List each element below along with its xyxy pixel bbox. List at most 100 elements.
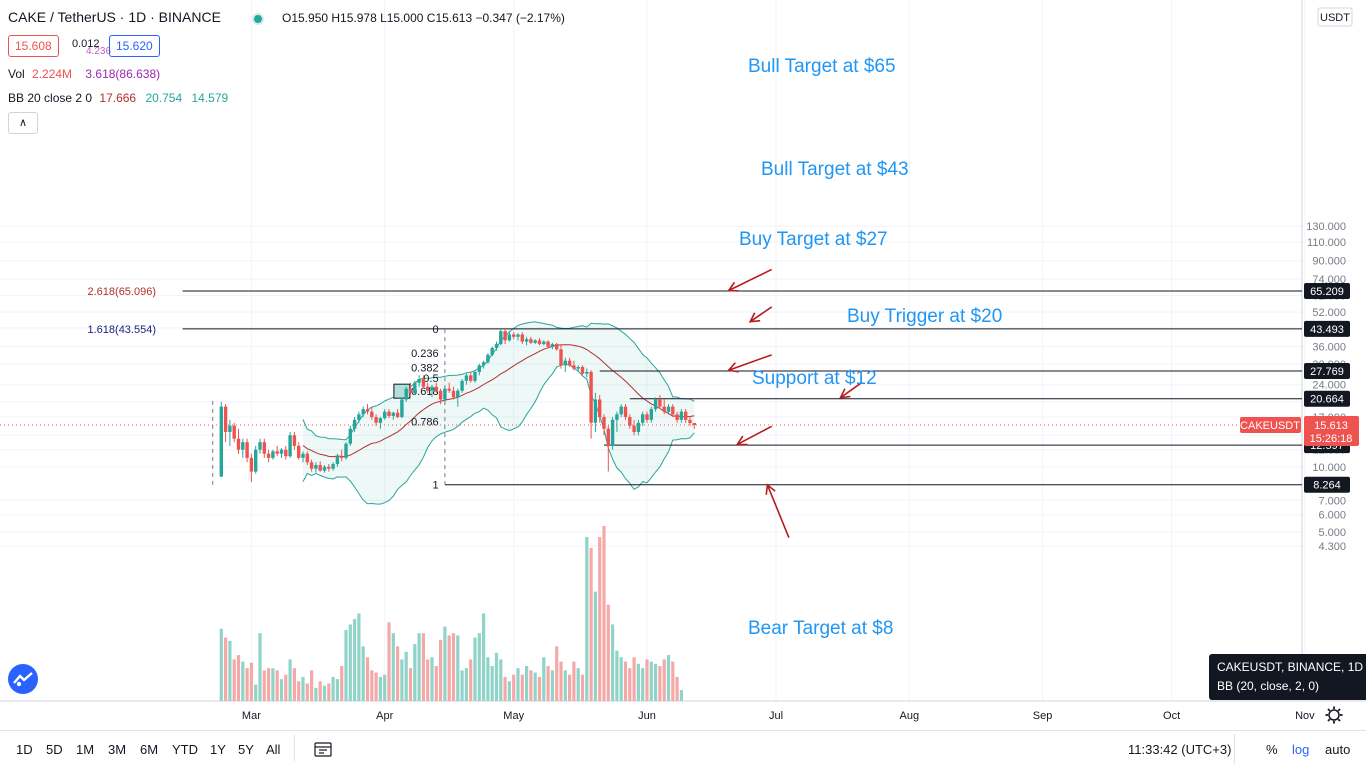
candle-body [598, 399, 602, 418]
level-price-text: 27.769 [1310, 366, 1344, 378]
volume-bar [331, 676, 335, 701]
volume-bar [490, 666, 494, 701]
calendar-range-icon[interactable] [314, 741, 332, 760]
percent-scale-toggle[interactable]: % [1266, 742, 1278, 757]
buy-price-button[interactable]: 15.620 [109, 35, 160, 57]
candle-body [542, 341, 546, 345]
timeframe-5d[interactable]: 5D [46, 742, 63, 757]
sell-price-button[interactable]: 15.608 [8, 35, 59, 57]
candle-body [357, 414, 361, 420]
volume-bar [275, 670, 279, 701]
volume-bar [365, 657, 370, 701]
volume-bar [460, 670, 464, 701]
price-chart[interactable]: 2.618(65.096) 1.618(43.554) 0 0.236 0.3820.5… [0, 0, 1366, 730]
volume-bar [576, 668, 580, 701]
volume-bar [559, 661, 563, 701]
volume-bar [602, 526, 606, 701]
volume-bar [649, 661, 653, 701]
volume-bar [512, 674, 516, 701]
candle-body [456, 390, 460, 398]
candle-body [275, 451, 279, 454]
candle-body [288, 435, 292, 457]
annotation-arrow [728, 354, 772, 371]
unit-label[interactable]: USDT [1317, 7, 1353, 27]
timeframe-1d[interactable]: 1D [16, 742, 33, 757]
volume-bar [417, 633, 421, 701]
bollinger-basis: 17.666 [99, 91, 137, 105]
price-tick-label: 130.000 [1306, 221, 1346, 233]
candle-body [649, 409, 653, 420]
candle-body [387, 411, 391, 416]
clock-readout[interactable]: 11:33:42 (UTC+3) [1128, 742, 1232, 757]
candle-body [503, 331, 507, 341]
volume-bar [494, 652, 499, 701]
candle-body [340, 456, 344, 458]
volume-bar [224, 637, 228, 701]
volume-bar [383, 674, 387, 701]
last-price-text: 15.613 [1314, 420, 1348, 432]
volume-bar [503, 676, 507, 701]
auto-scale-toggle[interactable]: auto [1325, 742, 1351, 757]
volume-bar [370, 670, 374, 701]
chevron-up-icon: ∧ [18, 117, 28, 129]
annotation-label: Bull Target at $43 [761, 159, 909, 180]
candle-body [430, 386, 434, 391]
volume-bar [241, 661, 245, 701]
fib-level-label: 0.786 [411, 417, 439, 429]
level-price-tag [1304, 282, 1350, 299]
candle-body [537, 340, 542, 345]
volume-bar [615, 650, 619, 701]
timeframe-all[interactable]: All [266, 742, 281, 757]
candle-body [662, 406, 666, 412]
volume-bar [572, 661, 576, 701]
bollinger-upper: 20.754 [145, 91, 183, 105]
candle-body [555, 344, 559, 350]
timeframe-1m[interactable]: 1M [76, 742, 95, 757]
candle-body [559, 349, 563, 366]
annotation-arrowhead [748, 312, 761, 323]
symbol-title[interactable]: CAKE / TetherUS · 1D · BINANCE [8, 9, 221, 25]
annotation-arrow [766, 484, 790, 538]
volume-bar [245, 668, 249, 701]
level-price-text: 8.264 [1313, 480, 1341, 492]
tradingview-logo-icon[interactable] [8, 664, 38, 694]
price-tick-label: 7.000 [1318, 495, 1346, 507]
candle-body [236, 438, 241, 450]
timeframe-5y[interactable]: 5Y [238, 742, 254, 757]
timeframe-3m[interactable]: 3M [108, 742, 127, 757]
volume-bar [606, 604, 610, 701]
volume-bar [533, 672, 537, 701]
timeframe-1y[interactable]: 1Y [210, 742, 226, 757]
volume-bar [439, 639, 443, 701]
volume-bar [456, 635, 460, 701]
volume-bar [645, 659, 649, 701]
ohlc-readout: O15.950 H15.978 L15.000 C15.613 −0.347 (… [282, 11, 565, 25]
candle-body [426, 386, 430, 391]
volume-bar [679, 690, 683, 701]
timeframe-6m[interactable]: 6M [140, 742, 159, 757]
candle-body [490, 347, 494, 355]
candle-body [512, 334, 516, 337]
volume-bar [301, 676, 305, 701]
volume-bar [641, 668, 645, 701]
toolbar-divider [294, 735, 295, 761]
volume-bar [400, 659, 404, 701]
candle-body [443, 388, 447, 400]
collapse-legend-button[interactable]: ∧ [8, 112, 38, 134]
price-tick-label: 10.000 [1312, 462, 1346, 474]
candle-body [464, 375, 469, 381]
log-scale-toggle[interactable]: log [1292, 742, 1310, 757]
gear-ring [1328, 709, 1340, 721]
timeframe-ytd[interactable]: YTD [172, 742, 198, 757]
volume-bar [529, 670, 533, 701]
candle-body [481, 362, 486, 366]
bollinger-legend[interactable]: BB 20 close 2 0 17.666 20.754 14.579 [8, 91, 228, 105]
price-tick-label: 4.300 [1318, 541, 1346, 553]
fib-overlap-label: 4.236 [86, 46, 112, 57]
candle-body [421, 379, 426, 387]
gear-icon[interactable] [1325, 706, 1343, 724]
volume-bar [262, 670, 266, 701]
candle-body [395, 412, 400, 418]
annotation-label: Buy Target at $27 [739, 229, 888, 250]
candle-body [610, 419, 615, 446]
